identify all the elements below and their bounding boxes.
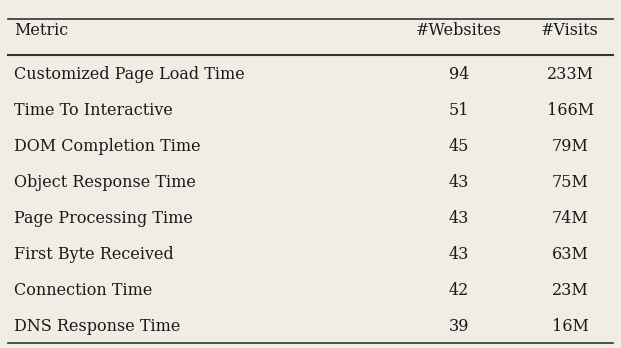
Text: 75M: 75M	[551, 174, 589, 191]
Text: 166M: 166M	[546, 102, 594, 119]
Text: Metric: Metric	[14, 22, 68, 39]
Text: 51: 51	[448, 102, 469, 119]
Text: 16M: 16M	[551, 318, 589, 335]
Text: 43: 43	[449, 210, 469, 227]
Text: 39: 39	[448, 318, 469, 335]
Text: 74M: 74M	[552, 210, 589, 227]
Text: Page Processing Time: Page Processing Time	[14, 210, 193, 227]
Text: #Websites: #Websites	[416, 22, 502, 39]
Text: First Byte Received: First Byte Received	[14, 246, 173, 263]
Text: 43: 43	[449, 174, 469, 191]
Text: Connection Time: Connection Time	[14, 283, 152, 299]
Text: Customized Page Load Time: Customized Page Load Time	[14, 66, 245, 83]
Text: 79M: 79M	[551, 138, 589, 155]
Text: DNS Response Time: DNS Response Time	[14, 318, 180, 335]
Text: 43: 43	[449, 246, 469, 263]
Text: 94: 94	[449, 66, 469, 83]
Text: 63M: 63M	[551, 246, 589, 263]
Text: 42: 42	[449, 283, 469, 299]
Text: DOM Completion Time: DOM Completion Time	[14, 138, 201, 155]
Text: Object Response Time: Object Response Time	[14, 174, 196, 191]
Text: 45: 45	[449, 138, 469, 155]
Text: 233M: 233M	[546, 66, 594, 83]
Text: Time To Interactive: Time To Interactive	[14, 102, 173, 119]
Text: #Visits: #Visits	[542, 22, 599, 39]
Text: 23M: 23M	[552, 283, 589, 299]
